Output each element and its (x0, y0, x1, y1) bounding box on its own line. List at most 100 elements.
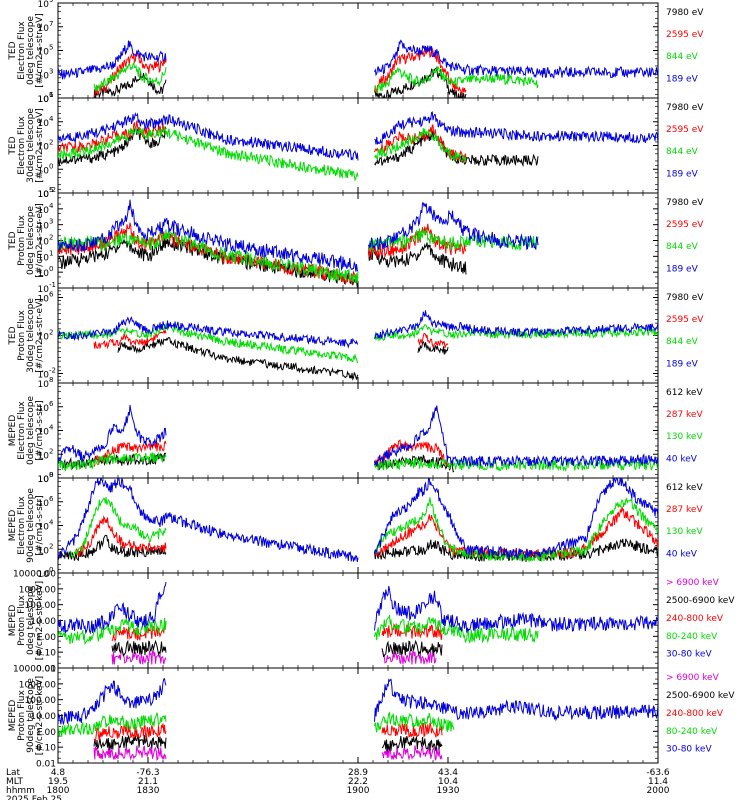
y-tick-label: 10 (38, 95, 50, 105)
panel-frame (57, 97, 659, 194)
series-line-30-80-kev (58, 581, 167, 635)
y-tick-label: 10 (38, 371, 50, 381)
y-tick-exponent: 8 (49, 471, 53, 479)
y-axis-title-line: 30deg telescope (26, 108, 36, 183)
y-tick-label: 10 (38, 475, 50, 485)
axis-value-lat: 43.4 (438, 768, 458, 778)
series-line-189-ev (374, 111, 658, 145)
y-tick-exponent: 6 (49, 400, 54, 408)
y-axis-title-line: 90deg telescope (26, 488, 36, 563)
y-axis-title-line: 0deg telescope (26, 396, 36, 466)
legend-entry: 189 eV (666, 169, 699, 179)
series-line-844-ev (374, 128, 467, 163)
legend-entry: 2595 eV (666, 30, 704, 40)
y-tick-exponent: -1 (49, 281, 56, 289)
y-tick-exponent: 2 (49, 329, 53, 337)
axis-value-mlt: 10.4 (438, 777, 458, 787)
y-tick-label: 0.01 (36, 760, 56, 770)
y-tick-label: 0.01 (36, 665, 56, 675)
y-tick-label: 10 (38, 570, 50, 580)
series-line-30-80-kev (58, 677, 167, 726)
legend-entry: 2595 eV (666, 315, 704, 325)
series-line-240-800-kev (93, 723, 167, 744)
y-tick-exponent: 6 (49, 291, 54, 299)
y-tick-label: 10 (38, 190, 50, 200)
legend-entry: 240-800 keV (666, 709, 724, 719)
series-line-844-ev (93, 61, 167, 92)
y-tick-label: 100.00 (25, 696, 57, 706)
y-axis-title: MEPEDProton Flux90deg telescope[#/cm2-s-… (8, 676, 45, 755)
legend-entry: 30-80 keV (666, 650, 712, 660)
y-axis-title-line: [#/cm2-s-str-eV] (35, 298, 45, 373)
series-line-7980-ev (417, 341, 449, 355)
y-tick-exponent: 2 (49, 139, 53, 147)
series-line--6900-kev (93, 745, 167, 761)
series-group (58, 111, 658, 182)
panel-7: 0.010.101.0010.00100.001000.0010000.00ME… (8, 570, 735, 675)
y-axis-title-line: 90deg telescope (26, 678, 36, 753)
y-axis-title-line: Proton Flux (17, 215, 27, 266)
y-tick-exponent: -2 (49, 367, 56, 375)
series-line-7980-ev (374, 130, 539, 168)
series-line-2500-6900-kev (381, 735, 443, 752)
y-axis-title-line: MEPED (8, 415, 18, 447)
legend-entry: 7980 eV (666, 103, 704, 113)
y-tick-label: 10.00 (30, 617, 56, 627)
legend-entry: 2595 eV (666, 125, 704, 135)
y-tick-label: 10 (38, 523, 50, 533)
y-axis-title-line: Electron Flux (17, 401, 27, 460)
y-tick-label: 10 (38, 428, 50, 438)
y-tick-label: 10 (38, 206, 50, 216)
series-line-130-kev (374, 497, 658, 562)
series-line-2500-6900-kev (111, 639, 167, 657)
y-axis-title-line: 30deg telescope (26, 298, 36, 373)
y-axis-title-line: [#/cm2-s-str] (35, 495, 45, 555)
y-axis-title-line: [#/cm2-s-str-keV] (35, 581, 45, 660)
legend-entry: 844 eV (666, 337, 699, 347)
y-tick-label: 100.00 (25, 601, 57, 611)
series-line-612-kev (58, 452, 167, 470)
series-line-80-240-kev (374, 711, 455, 733)
series-group (58, 404, 658, 473)
series-line-40-kev (374, 478, 658, 560)
y-axis-title-line: TED (8, 231, 18, 250)
legend-entry: 844 eV (666, 147, 699, 157)
y-tick-exponent: 4 (49, 202, 54, 210)
y-tick-label: 10000.00 (13, 570, 56, 580)
y-axis-title: TEDElectron Flux30deg telescope[#/cm2-s-… (8, 108, 45, 183)
y-axis-title-line: TED (8, 41, 18, 60)
y-tick-label: 10 (38, 166, 50, 176)
series-line-240-800-kev (381, 622, 443, 640)
series-line-30-80-kev (374, 678, 658, 722)
series-line-7980-ev (374, 65, 467, 98)
y-tick-label: 1000.00 (19, 585, 56, 595)
y-tick-exponent: 5 (49, 186, 53, 194)
y-tick-label: 10 (38, 48, 50, 58)
axis-row-label-mlt: MLT (6, 777, 24, 787)
axis-value-lat: -63.6 (646, 768, 670, 778)
y-axis-title-line: MEPED (8, 700, 18, 732)
series-line-7980-ev (368, 242, 467, 275)
axis-value-mlt: 19.5 (48, 777, 68, 787)
y-axis-title: TEDElectron Flux0deg telescope[#/cm2-s-s… (8, 13, 45, 88)
y-tick-label: 10.00 (30, 712, 56, 722)
axis-value-mlt: 21.1 (138, 777, 158, 787)
y-tick-label: 10 (38, 24, 50, 34)
legend-entry: 2500-6900 keV (666, 596, 735, 606)
y-tick-label: 10 (38, 253, 50, 263)
y-tick-exponent: -2 (49, 186, 56, 194)
series-line-80-240-kev (58, 712, 167, 737)
series-group (58, 581, 658, 665)
legend-entry: 612 keV (666, 388, 703, 398)
series-line-130-kev (69, 497, 167, 559)
series-group (58, 310, 658, 381)
y-tick-exponent: 1 (49, 249, 53, 257)
legend-entry: 7980 eV (666, 8, 704, 18)
y-axis-title-line: 0deg telescope (26, 206, 36, 276)
series-line-80-240-kev (374, 614, 539, 644)
y-tick-exponent: 0 (49, 471, 53, 479)
